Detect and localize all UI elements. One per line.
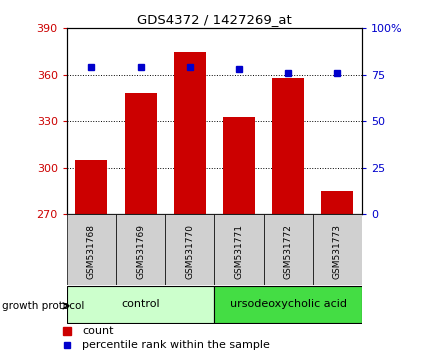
Bar xyxy=(222,116,255,214)
Bar xyxy=(165,214,214,285)
Bar xyxy=(173,52,206,214)
Text: GSM531772: GSM531772 xyxy=(283,224,292,279)
Bar xyxy=(312,214,361,285)
Text: GSM531768: GSM531768 xyxy=(87,224,96,279)
Text: percentile rank within the sample: percentile rank within the sample xyxy=(82,340,270,350)
Text: GSM531769: GSM531769 xyxy=(136,224,145,279)
Bar xyxy=(116,214,165,285)
Text: control: control xyxy=(121,299,160,309)
Text: ursodeoxycholic acid: ursodeoxycholic acid xyxy=(229,299,346,309)
Bar xyxy=(75,160,107,214)
Text: GSM531773: GSM531773 xyxy=(332,224,341,279)
Bar xyxy=(214,286,361,323)
Text: GSM531771: GSM531771 xyxy=(234,224,243,279)
Text: count: count xyxy=(82,326,114,336)
Title: GDS4372 / 1427269_at: GDS4372 / 1427269_at xyxy=(137,13,291,26)
Bar xyxy=(321,191,353,214)
Bar xyxy=(67,286,214,323)
Bar xyxy=(124,93,156,214)
Text: GSM531770: GSM531770 xyxy=(185,224,194,279)
Bar xyxy=(67,214,116,285)
Bar xyxy=(272,78,304,214)
Text: growth protocol: growth protocol xyxy=(2,301,84,311)
Bar xyxy=(214,214,263,285)
Bar xyxy=(263,214,312,285)
